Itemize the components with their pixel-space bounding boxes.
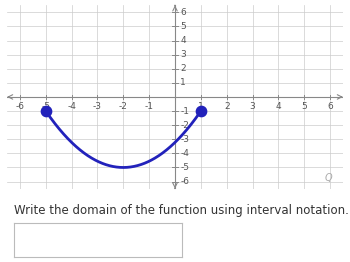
Text: 4: 4 (180, 36, 186, 45)
Text: -4: -4 (67, 102, 76, 111)
Text: -3: -3 (180, 135, 189, 144)
Text: -2: -2 (180, 121, 189, 130)
Text: Write the domain of the function using interval notation.: Write the domain of the function using i… (14, 204, 349, 216)
Text: -4: -4 (180, 149, 189, 158)
Text: -6: -6 (15, 102, 24, 111)
Text: 3: 3 (250, 102, 256, 111)
Text: 5: 5 (301, 102, 307, 111)
Text: -1: -1 (145, 102, 154, 111)
Text: 3: 3 (180, 50, 186, 59)
Point (43, 109, 49, 113)
Text: 4: 4 (275, 102, 281, 111)
Text: -5: -5 (180, 163, 189, 172)
Text: Q: Q (325, 173, 332, 183)
Text: 1: 1 (180, 78, 186, 87)
Text: -1: -1 (180, 107, 189, 116)
Text: 2: 2 (224, 102, 230, 111)
Text: -6: -6 (180, 177, 189, 186)
Text: 6: 6 (327, 102, 333, 111)
Text: -5: -5 (41, 102, 50, 111)
Text: 1: 1 (198, 102, 204, 111)
Text: 5: 5 (180, 22, 186, 31)
Text: 6: 6 (180, 8, 186, 17)
Point (198, 109, 204, 113)
Text: -3: -3 (93, 102, 102, 111)
Text: -2: -2 (119, 102, 128, 111)
Text: 2: 2 (180, 64, 186, 73)
